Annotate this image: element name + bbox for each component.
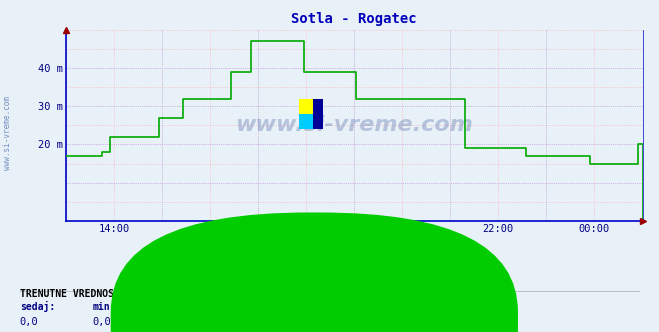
Text: povpr.:: povpr.: xyxy=(165,302,206,312)
Text: 0,0: 0,0 xyxy=(20,317,38,327)
Bar xyxy=(299,114,314,129)
Text: Meritve: povprečne  Enote: metrične  Črta: ne: Meritve: povprečne Enote: metrične Črta:… xyxy=(189,271,470,283)
Text: 0,0: 0,0 xyxy=(92,317,111,327)
Text: Slovenija / reke in morje.: Slovenija / reke in morje. xyxy=(248,239,411,249)
Text: TRENUTNE VREDNOSTI (polna črta):: TRENUTNE VREDNOSTI (polna črta): xyxy=(20,289,208,299)
Text: zadnjih 12ur / 5 minut.: zadnjih 12ur / 5 minut. xyxy=(258,256,401,266)
Text: min.:: min.: xyxy=(92,302,122,312)
Text: 0,0: 0,0 xyxy=(237,317,256,327)
Text: www.si-vreme.com: www.si-vreme.com xyxy=(3,96,13,170)
Text: maks.:: maks.: xyxy=(237,302,272,312)
Text: pretok[m3/s]: pretok[m3/s] xyxy=(326,317,401,327)
Bar xyxy=(314,99,323,129)
Text: Sotla - Rogatec: Sotla - Rogatec xyxy=(310,302,398,312)
Title: Sotla - Rogatec: Sotla - Rogatec xyxy=(291,12,417,26)
Text: sedaj:: sedaj: xyxy=(20,301,55,312)
Text: www.si-vreme.com: www.si-vreme.com xyxy=(235,115,473,135)
Bar xyxy=(299,99,314,114)
Text: 0,0: 0,0 xyxy=(165,317,183,327)
